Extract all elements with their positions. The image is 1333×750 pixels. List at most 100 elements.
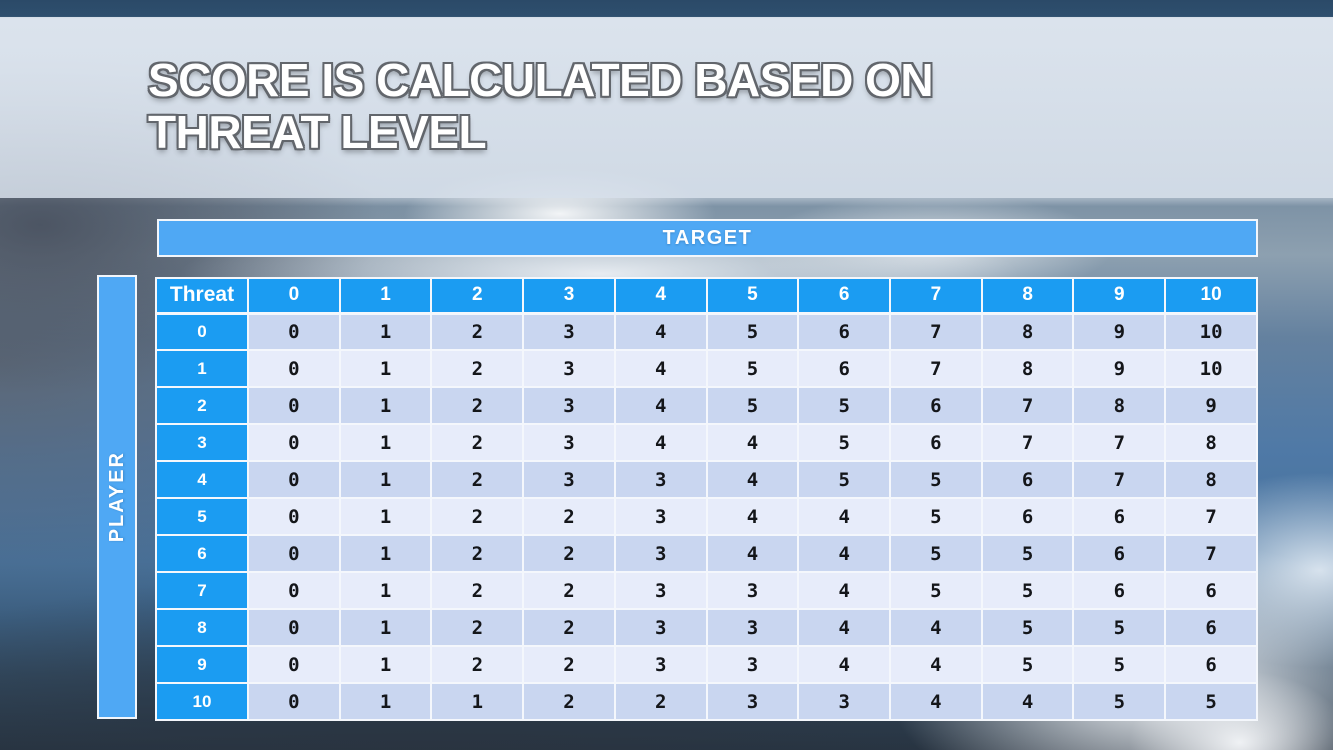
score-cell: 0 [247, 312, 341, 351]
score-cell: 7 [1164, 497, 1258, 536]
score-cell: 4 [705, 460, 800, 499]
score-cell: 1 [430, 682, 525, 721]
column-header-cell: 6 [797, 277, 892, 315]
score-table-body: 0 0 1 2 3 4 5 6 7 8 9 10 1 0 1 2 3 4 5 6 7 8 9 10 2 0 1 2 3 4 5 5 6 7 8 9 3 0… [155, 312, 1258, 721]
player-axis-band: PLAYER [97, 275, 137, 719]
score-cell: 2 [430, 460, 525, 499]
title-band [0, 17, 1333, 198]
score-cell: 5 [1164, 682, 1258, 721]
row-header-cell: 10 [155, 682, 249, 721]
score-cell: 2 [430, 312, 525, 351]
score-cell: 6 [797, 349, 892, 388]
score-cell: 2 [430, 645, 525, 684]
row-header-cell: 4 [155, 460, 249, 499]
score-cell: 2 [522, 645, 616, 684]
score-cell: 9 [1072, 349, 1167, 388]
score-cell: 2 [430, 534, 525, 573]
score-cell: 2 [430, 386, 525, 425]
score-cell: 5 [980, 608, 1075, 647]
score-cell: 7 [1164, 534, 1258, 573]
row-header-cell: 6 [155, 534, 249, 573]
score-cell: 7 [889, 312, 983, 351]
score-cell: 2 [522, 608, 616, 647]
score-cell: 9 [1072, 312, 1167, 351]
score-cell: 8 [980, 312, 1075, 351]
target-axis-label: TARGET [662, 226, 753, 249]
score-cell: 5 [980, 534, 1075, 573]
score-cell: 1 [338, 312, 433, 351]
score-cell: 2 [430, 608, 525, 647]
score-cell: 3 [613, 497, 708, 536]
score-cell: 3 [613, 608, 708, 647]
score-cell: 4 [613, 349, 708, 388]
score-cell: 5 [705, 349, 800, 388]
score-cell: 3 [705, 682, 800, 721]
column-header-cell: 7 [889, 277, 983, 315]
column-header-cell: 0 [247, 277, 341, 315]
score-cell: 1 [338, 497, 433, 536]
row-header-cell: 7 [155, 571, 249, 610]
score-cell: 6 [980, 460, 1075, 499]
score-cell: 0 [247, 386, 341, 425]
column-header-cell: 1 [338, 277, 433, 315]
score-cell: 6 [1164, 571, 1258, 610]
row-header-cell: 8 [155, 608, 249, 647]
row-header-cell: 3 [155, 423, 249, 462]
score-cell: 5 [1072, 608, 1167, 647]
row-header-cell: 9 [155, 645, 249, 684]
score-cell: 8 [1164, 423, 1258, 462]
score-cell: 5 [980, 571, 1075, 610]
score-cell: 4 [980, 682, 1075, 721]
column-header-cell: 2 [430, 277, 525, 315]
score-cell: 4 [797, 645, 892, 684]
score-cell: 2 [430, 571, 525, 610]
score-cell: 2 [430, 423, 525, 462]
score-cell: 4 [705, 534, 800, 573]
score-cell: 2 [613, 682, 708, 721]
row-header-cell: 0 [155, 312, 249, 351]
score-cell: 5 [797, 423, 892, 462]
slide-title-line2: THREAT LEVEL [148, 106, 487, 159]
score-cell: 1 [338, 460, 433, 499]
score-cell: 6 [980, 497, 1075, 536]
score-cell: 4 [889, 682, 983, 721]
score-cell: 5 [705, 312, 800, 351]
score-cell: 4 [797, 497, 892, 536]
score-cell: 7 [980, 423, 1075, 462]
score-cell: 3 [522, 460, 616, 499]
score-cell: 3 [522, 349, 616, 388]
score-cell: 8 [1072, 386, 1167, 425]
table-row: 0 0 1 2 3 4 5 6 7 8 9 10 [155, 312, 1258, 351]
score-table: Threat 0 1 2 3 4 5 6 7 8 9 10 0 0 1 2 3 4 5 6 7 8 9 10 1 0 1 2 3 4 5… [155, 277, 1258, 721]
table-header-row: Threat 0 1 2 3 4 5 6 7 8 9 10 [155, 277, 1258, 315]
score-cell: 10 [1164, 349, 1258, 388]
score-cell: 5 [797, 460, 892, 499]
score-cell: 1 [338, 386, 433, 425]
score-cell: 0 [247, 349, 341, 388]
score-cell: 6 [1072, 534, 1167, 573]
score-cell: 1 [338, 645, 433, 684]
score-cell: 3 [522, 386, 616, 425]
score-cell: 0 [247, 460, 341, 499]
score-cell: 7 [1072, 460, 1167, 499]
score-cell: 6 [889, 423, 983, 462]
score-cell: 2 [522, 497, 616, 536]
score-cell: 6 [1164, 608, 1258, 647]
column-header-cell: 3 [522, 277, 616, 315]
player-axis-label: PLAYER [105, 451, 128, 543]
score-cell: 5 [1072, 645, 1167, 684]
score-cell: 2 [430, 349, 525, 388]
column-header-cell: 9 [1072, 277, 1167, 315]
table-row: 1 0 1 2 3 4 5 6 7 8 9 10 [155, 349, 1258, 388]
score-cell: 6 [889, 386, 983, 425]
corner-header-cell: Threat [155, 277, 249, 315]
score-cell: 8 [980, 349, 1075, 388]
score-cell: 0 [247, 423, 341, 462]
column-header-cell: 4 [613, 277, 708, 315]
